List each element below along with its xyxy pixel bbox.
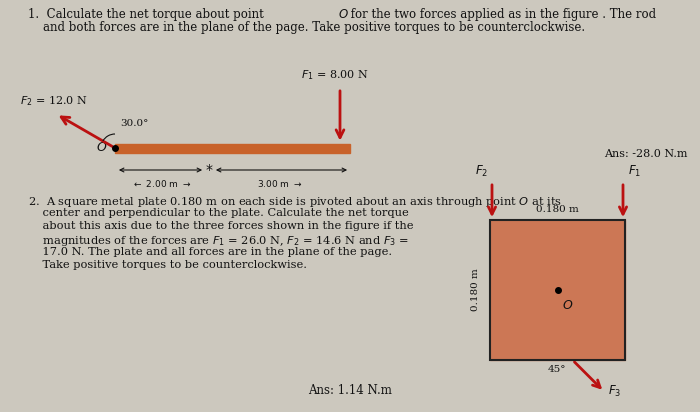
Text: $O$: $O$ <box>561 299 573 312</box>
Text: 2.  A square metal plate 0.180 m on each side is pivoted about an axis through p: 2. A square metal plate 0.180 m on each … <box>28 195 562 209</box>
Text: 1.  Calculate the net torque about point: 1. Calculate the net torque about point <box>28 8 267 21</box>
Text: $F_3$: $F_3$ <box>608 384 622 399</box>
Text: for the two forces applied as in the figure . The rod: for the two forces applied as in the fig… <box>347 8 656 21</box>
Bar <box>115 143 350 152</box>
Text: about this axis due to the three forces shown in the figure if the: about this axis due to the three forces … <box>28 221 414 231</box>
Bar <box>490 220 625 360</box>
Text: Ans: -28.0 N.m: Ans: -28.0 N.m <box>605 149 688 159</box>
Text: $O$: $O$ <box>338 8 349 21</box>
Text: Take positive torques to be counterclockwise.: Take positive torques to be counterclock… <box>28 260 307 270</box>
Text: 17.0 N. The plate and all forces are in the plane of the page.: 17.0 N. The plate and all forces are in … <box>28 247 392 257</box>
Text: $F_2$: $F_2$ <box>475 164 488 179</box>
Text: 0.180 m: 0.180 m <box>471 269 480 311</box>
Text: $\leftarrow$ 2.00 m $\rightarrow$: $\leftarrow$ 2.00 m $\rightarrow$ <box>132 178 192 189</box>
Text: $F_2$ = 12.0 N: $F_2$ = 12.0 N <box>20 94 88 108</box>
Text: and both forces are in the plane of the page. Take positive torques to be counte: and both forces are in the plane of the … <box>28 21 585 34</box>
Text: magnitudes of the forces are $F_1$ = 26.0 N, $F_2$ = 14.6 N and $F_3$ =: magnitudes of the forces are $F_1$ = 26.… <box>28 234 409 248</box>
Text: 3.00 m $\rightarrow$: 3.00 m $\rightarrow$ <box>257 178 302 189</box>
Text: *: * <box>206 163 213 177</box>
Bar <box>490 220 625 360</box>
Text: $O$: $O$ <box>96 140 107 154</box>
Text: 45°: 45° <box>548 365 566 374</box>
Text: $F_1$ = 8.00 N: $F_1$ = 8.00 N <box>301 68 369 82</box>
Text: 0.180 m: 0.180 m <box>536 205 579 214</box>
Text: 30.0°: 30.0° <box>120 119 148 128</box>
Text: center and perpendicular to the plate. Calculate the net torque: center and perpendicular to the plate. C… <box>28 208 409 218</box>
Text: $F_1$: $F_1$ <box>628 164 641 179</box>
Text: Ans: 1.14 N.m: Ans: 1.14 N.m <box>308 384 392 397</box>
